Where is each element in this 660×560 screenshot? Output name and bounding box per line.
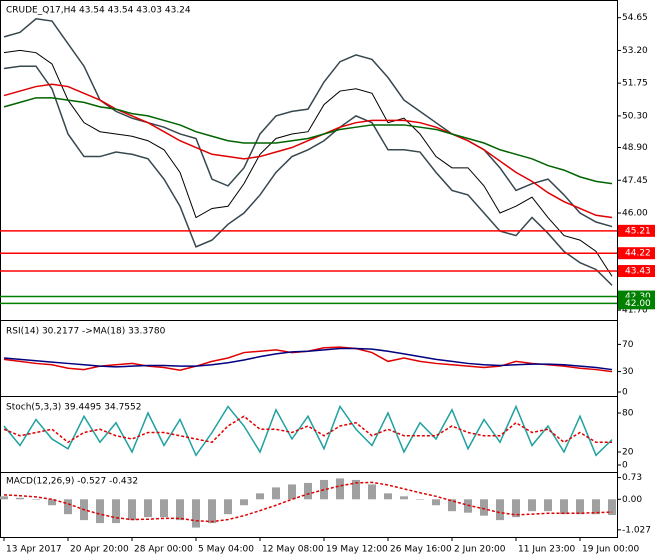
macd-bar [560, 499, 568, 515]
y-tick-label: 0 [622, 461, 628, 471]
macd-bar [160, 499, 168, 518]
level-label-box [618, 297, 655, 310]
x-tick-label: 5 May 04:00 [198, 545, 254, 555]
macd-bar [144, 499, 152, 518]
macd-bar [576, 499, 584, 515]
macd-bar [96, 499, 104, 524]
y-tick-label: 48.90 [622, 143, 648, 153]
y-tick-label: 41.70 [622, 306, 648, 316]
series-line [3, 415, 612, 444]
x-tick-label: 13 Apr 2017 [6, 545, 62, 555]
y-tick-label: 51.75 [622, 79, 648, 89]
macd-bar [608, 499, 616, 516]
y-tick-label: 20 [622, 448, 634, 458]
macd-bar [64, 499, 72, 515]
level-label: 42.00 [625, 299, 651, 309]
macd-bar [224, 499, 232, 515]
y-tick-label: 30 [622, 367, 634, 377]
macd-bar [512, 499, 520, 518]
x-tick-label: 19 Jun 00:00 [582, 545, 639, 555]
macd-bar [496, 499, 504, 521]
macd-bar [256, 493, 264, 500]
macd-bar [272, 487, 280, 500]
level-label-box [618, 224, 655, 237]
level-label-box [618, 247, 655, 260]
level-label-box [618, 265, 655, 278]
series-line [3, 347, 613, 371]
macd-bar [400, 496, 408, 500]
level-label: 44.22 [625, 249, 651, 259]
panel-title: MACD(12,26,9) -0.527 -0.432 [6, 477, 138, 487]
y-tick-label: 0 [622, 388, 628, 398]
x-tick-label: 28 Apr 00:00 [134, 545, 193, 555]
macd-bar [320, 479, 328, 500]
plot-frame [0, 0, 618, 538]
x-tick-label: 19 May 12:00 [326, 545, 388, 555]
macd-bar [448, 499, 456, 512]
series-line [3, 65, 613, 286]
panel-title: CRUDE_Q17,H4 43.54 43.54 43.03 43.24 [6, 6, 191, 16]
macd-bar [352, 479, 360, 500]
y-tick-label: 46.00 [622, 209, 648, 219]
x-tick-label: 20 Apr 20:00 [70, 545, 129, 555]
macd-bar [16, 497, 24, 500]
macd-bar [48, 499, 56, 506]
x-tick-label: 2 Jun 20:00 [454, 545, 506, 555]
macd-bar [432, 499, 440, 506]
y-tick-label: 53.20 [622, 46, 648, 56]
level-label: 45.21 [625, 226, 651, 236]
x-tick-label: 12 May 08:00 [262, 545, 324, 555]
y-tick-label: 70 [622, 340, 634, 350]
level-label: 43.43 [625, 267, 651, 277]
series-line [3, 83, 613, 219]
y-tick-label: 54.65 [622, 13, 648, 23]
series-line [3, 49, 613, 277]
series-line [3, 404, 613, 457]
macd-bar [368, 484, 376, 500]
macd-bar [480, 499, 488, 516]
macd-bar [208, 499, 216, 524]
series-line [3, 481, 613, 523]
series-line [3, 97, 613, 185]
macd-bar [240, 499, 248, 506]
macd-bar [0, 496, 8, 500]
panel-title: Stoch(5,3,3) 39.4495 34.7552 [6, 403, 141, 413]
macd-bar [176, 499, 184, 521]
y-tick-label: 50.30 [622, 111, 648, 121]
y-tick-label: 80 [622, 409, 634, 419]
panel-title: RSI(14) 30.2177 ->MA(18) 33.3780 [6, 327, 166, 337]
x-tick-label: 26 May 16:00 [390, 545, 452, 555]
y-tick-label: 47.45 [622, 176, 648, 186]
macd-bar [528, 499, 536, 512]
macd-bar [336, 478, 344, 500]
level-label: 42.30 [625, 292, 651, 302]
macd-bar [384, 493, 392, 500]
macd-bar [416, 499, 424, 500]
macd-bar [544, 499, 552, 512]
macd-bar [112, 499, 120, 524]
macd-bar [128, 499, 136, 521]
y-tick-label: -1.027 [622, 525, 651, 535]
macd-bar [32, 499, 40, 500]
macd-bar [288, 484, 296, 500]
macd-bar [192, 499, 200, 528]
y-tick-label: 0.00 [622, 495, 642, 505]
macd-bar [592, 499, 600, 515]
x-tick-label: 11 Jun 23:00 [518, 545, 575, 555]
y-tick-label: 0.73 [622, 473, 642, 483]
macd-bar [304, 482, 312, 500]
